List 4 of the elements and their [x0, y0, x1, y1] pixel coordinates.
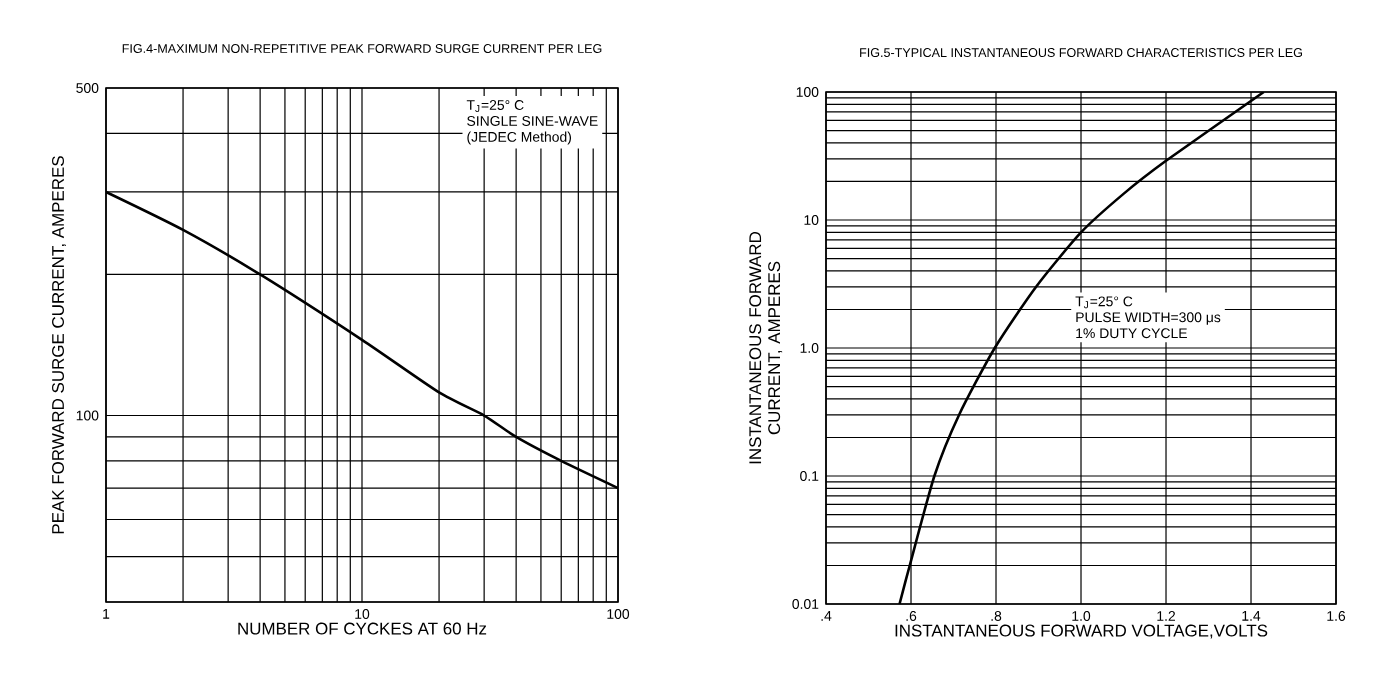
- y-axis-title: INSTANTANEOUS FORWARD CURRENT, AMPERES: [749, 231, 783, 464]
- x-axis-title: NUMBER OF CYCKES AT 60 Hz: [238, 622, 487, 635]
- x-axis-title: INSTANTANEOUS FORWARD VOLTAGE,VOLTS: [895, 624, 1268, 639]
- y-axis-title: PEAK FORWARD SURGE CURRENT, AMPERES: [52, 156, 66, 534]
